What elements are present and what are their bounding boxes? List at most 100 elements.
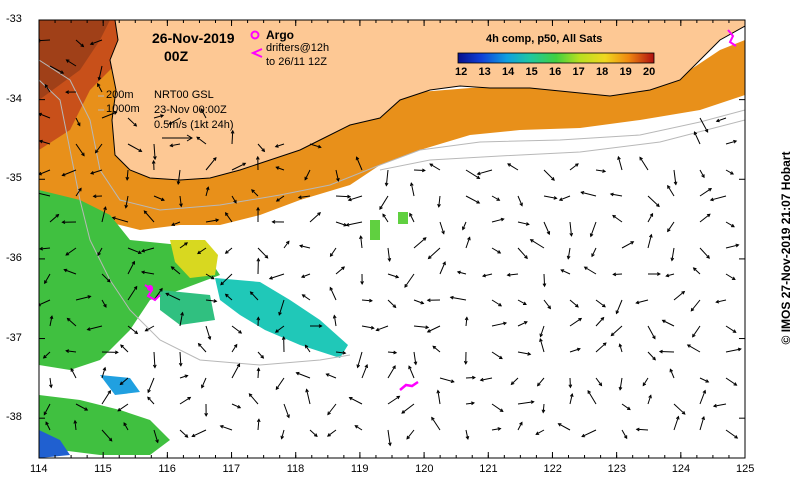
current-arrowhead bbox=[329, 253, 334, 258]
current-arrowhead bbox=[461, 226, 466, 231]
current-arrow bbox=[304, 169, 311, 180]
map-date: 26-Nov-2019 bbox=[152, 30, 235, 46]
argo-legend-icon bbox=[250, 30, 260, 40]
current-arrow bbox=[699, 213, 711, 223]
current-arrow bbox=[283, 241, 290, 249]
current-arrow bbox=[101, 429, 113, 442]
current-arrowhead bbox=[426, 329, 431, 333]
current-arrow bbox=[39, 247, 51, 250]
current-arrow bbox=[75, 143, 85, 156]
current-arrow bbox=[558, 423, 571, 431]
current-arrowhead bbox=[236, 363, 241, 368]
current-arrowhead bbox=[106, 278, 111, 283]
current-arrowhead bbox=[600, 316, 605, 321]
current-arrowhead bbox=[114, 350, 119, 355]
current-arrowhead bbox=[704, 128, 709, 133]
current-arrow bbox=[491, 351, 503, 359]
current-arrowhead bbox=[731, 276, 736, 281]
current-arrowhead bbox=[224, 212, 229, 216]
current-arrow bbox=[725, 348, 741, 353]
current-arrowhead bbox=[602, 169, 607, 173]
current-arrowhead bbox=[63, 268, 68, 273]
current-arrow bbox=[231, 325, 242, 334]
drifter-track bbox=[727, 29, 737, 47]
current-arrow bbox=[335, 351, 346, 354]
current-arrow bbox=[205, 187, 209, 197]
current-arrow bbox=[457, 271, 467, 275]
current-arrow bbox=[360, 236, 363, 249]
current-arrow bbox=[612, 215, 623, 223]
current-arrowhead bbox=[427, 255, 432, 260]
current-arrow bbox=[560, 269, 571, 275]
current-arrow bbox=[543, 299, 551, 309]
current-arrow bbox=[465, 429, 469, 440]
current-arrow bbox=[690, 299, 701, 312]
current-arrow bbox=[361, 325, 374, 329]
current-arrow bbox=[595, 299, 606, 308]
current-arrowhead bbox=[160, 114, 165, 118]
current-arrowhead bbox=[527, 352, 532, 356]
current-arrowhead bbox=[510, 381, 515, 386]
current-arrowhead bbox=[712, 403, 717, 408]
current-arrow bbox=[39, 140, 51, 145]
current-arrowhead bbox=[733, 139, 738, 144]
velocity-scale-label: 0.5m/s (1kt 24h) bbox=[154, 119, 234, 131]
current-arrowhead bbox=[103, 206, 107, 211]
current-arrowhead bbox=[470, 401, 476, 406]
current-arrow bbox=[201, 377, 207, 388]
current-arrowhead bbox=[578, 317, 583, 322]
lat-label: -36 bbox=[6, 251, 22, 264]
current-arrowhead bbox=[275, 386, 280, 391]
current-arrow bbox=[127, 286, 138, 301]
current-arrow bbox=[647, 351, 656, 361]
current-arrow bbox=[143, 210, 155, 223]
current-arrow bbox=[667, 185, 675, 197]
colorbar-tick-label: 15 bbox=[525, 66, 538, 78]
current-arrow bbox=[165, 293, 181, 301]
current-arrowhead bbox=[652, 356, 656, 361]
current-arrowhead bbox=[553, 196, 558, 200]
current-arrowhead bbox=[179, 203, 183, 208]
current-arrowhead bbox=[61, 220, 66, 225]
current-arrow bbox=[101, 299, 107, 308]
current-arrow bbox=[231, 344, 238, 353]
current-vectors bbox=[39, 38, 742, 447]
current-arrow bbox=[305, 345, 311, 353]
current-arrow bbox=[725, 429, 738, 439]
current-arrow bbox=[281, 429, 285, 439]
current-arrowhead bbox=[78, 187, 82, 192]
lon-label: 119 bbox=[350, 463, 369, 475]
current-arrowhead bbox=[715, 299, 720, 304]
current-arrowhead bbox=[530, 400, 535, 404]
current-arrowhead bbox=[153, 156, 157, 161]
current-arrowhead bbox=[360, 281, 364, 285]
current-arrow bbox=[276, 166, 285, 171]
current-arrow bbox=[90, 169, 103, 174]
current-arrowhead bbox=[327, 411, 331, 416]
current-arrow bbox=[376, 325, 389, 331]
current-arrow bbox=[543, 273, 546, 287]
current-arrow bbox=[145, 325, 155, 332]
current-arrow bbox=[327, 403, 337, 415]
current-arrow bbox=[539, 338, 545, 353]
current-arrow bbox=[517, 195, 523, 206]
current-arrowhead bbox=[730, 223, 735, 228]
current-arrowhead bbox=[463, 360, 468, 365]
current-arrowhead bbox=[329, 286, 334, 291]
current-arrow bbox=[591, 247, 597, 257]
current-arrowhead bbox=[706, 255, 710, 259]
current-arrow bbox=[584, 266, 597, 275]
current-arrow bbox=[716, 299, 727, 303]
isobath-1000m bbox=[39, 79, 745, 366]
current-arrowhead bbox=[612, 214, 616, 219]
current-arrow bbox=[179, 429, 188, 438]
current-arrow bbox=[491, 218, 504, 223]
lat-label: -37 bbox=[6, 331, 22, 344]
current-arrow bbox=[438, 195, 441, 207]
current-arrowhead bbox=[642, 382, 647, 387]
current-arrow bbox=[231, 403, 241, 409]
current-arrow bbox=[309, 429, 318, 437]
current-arrowhead bbox=[65, 252, 70, 256]
current-arrowhead bbox=[546, 231, 551, 236]
lat-label: -38 bbox=[6, 411, 22, 424]
